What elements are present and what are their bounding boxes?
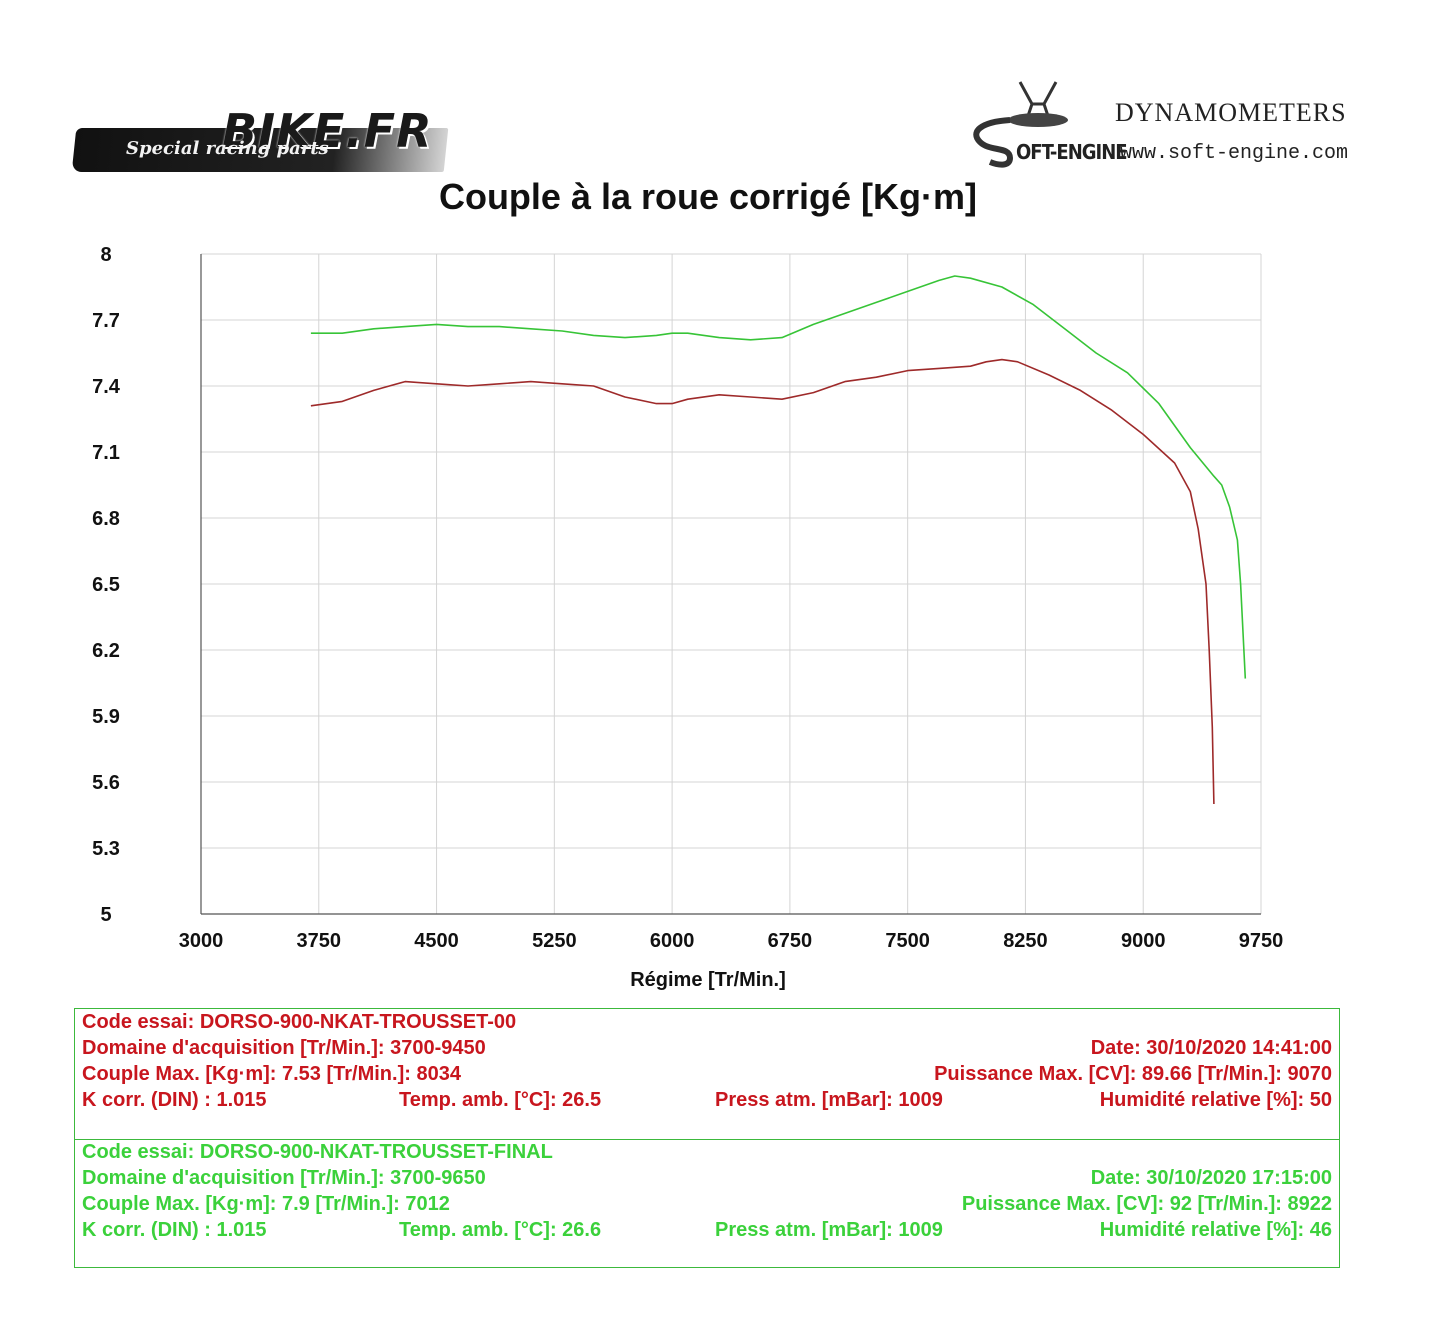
run-domain: Domaine d'acquisition [Tr/Min.]: 3700-94…	[82, 1037, 486, 1059]
x-tick-label: 4500	[414, 930, 459, 952]
y-tick-label: 7.7	[92, 310, 120, 332]
x-tick-label: 3750	[297, 930, 342, 952]
y-tick-label: 5.6	[92, 772, 120, 794]
bikefr-brand: BIKE.FR	[222, 104, 433, 158]
run-puissance-max: Puissance Max. [CV]: 89.66 [Tr/Min.]: 90…	[934, 1063, 1332, 1085]
run-kcorr: K corr. (DIN) : 1.015	[82, 1219, 267, 1241]
x-tick-label: 5250	[532, 930, 577, 952]
y-tick-label: 5.9	[92, 706, 120, 728]
dynamometers-label: DYNAMOMETERS	[1115, 98, 1347, 127]
y-tick-label: 6.8	[92, 508, 120, 530]
x-axis-label: Régime [Tr/Min.]	[630, 969, 786, 991]
run-press: Press atm. [mBar]: 1009	[715, 1089, 943, 1111]
torque-chart: 8 7.7 7.4 7.1 6.8 6.5 6.2 5.9 5.6 5.3 5 3000 3750 45…	[92, 244, 1284, 991]
run-couple-max: Couple Max. [Kg·m]: 7.9 [Tr/Min.]: 7012	[82, 1193, 450, 1215]
x-tick-label: 8250	[1003, 930, 1048, 952]
run-info-block: Code essai: DORSO-900-NKAT-TROUSSET-FINA…	[75, 1139, 1339, 1269]
y-tick-label: 7.1	[92, 442, 120, 464]
y-tick-labels: 8 7.7 7.4 7.1 6.8 6.5 6.2 5.9 5.6 5.3 5	[92, 244, 121, 926]
run-code: Code essai: DORSO-900-NKAT-TROUSSET-00	[82, 1011, 517, 1033]
test-info-box: Code essai: DORSO-900-NKAT-TROUSSET-00 D…	[74, 1008, 1340, 1268]
run-puissance-max: Puissance Max. [CV]: 92 [Tr/Min.]: 8922	[961, 1193, 1332, 1215]
chart-title: Couple à la roue corrigé [Kg·m]	[438, 176, 978, 217]
x-tick-label: 6000	[650, 930, 695, 952]
bikefr-tagline: Special racing parts	[126, 138, 329, 159]
x-tick-label: 7500	[885, 930, 930, 952]
run-date: Date: 30/10/2020 14:41:00	[1090, 1037, 1332, 1059]
chart-grid	[200, 253, 1262, 915]
run-kcorr: K corr. (DIN) : 1.015	[82, 1089, 267, 1111]
x-tick-label: 3000	[179, 930, 224, 952]
soft-engine-logo: DYNAMOMETERS OFT-ENGINE www.soft-engine.…	[970, 62, 1370, 172]
run-humidity: Humidité relative [%]: 50	[1099, 1089, 1332, 1111]
x-tick-labels: 3000 3750 4500 5250 6000 6750 7500 8250 9000 9750	[179, 930, 1284, 952]
soft-engine-label: OFT-ENGINE	[1016, 140, 1128, 164]
x-tick-label: 6750	[768, 930, 813, 952]
chart-series-layer	[310, 275, 1247, 805]
y-tick-label: 6.2	[92, 640, 120, 662]
series-line-1	[310, 358, 1215, 805]
run-temp: Temp. amb. [°C]: 26.5	[399, 1089, 602, 1111]
y-tick-label: 5	[100, 904, 111, 926]
bikefr-logo: BIKE.FR Special racing parts	[71, 104, 454, 174]
run-couple-max: Couple Max. [Kg·m]: 7.53 [Tr/Min.]: 8034	[82, 1063, 461, 1085]
x-tick-label: 9000	[1121, 930, 1166, 952]
run-temp: Temp. amb. [°C]: 26.6	[399, 1219, 602, 1241]
run-press: Press atm. [mBar]: 1009	[715, 1219, 943, 1241]
x-tick-label: 9750	[1239, 930, 1284, 952]
run-date: Date: 30/10/2020 17:15:00	[1090, 1167, 1332, 1189]
y-tick-label: 8	[100, 244, 111, 266]
soft-engine-url: www.soft-engine.com	[1120, 142, 1349, 165]
soft-engine-emblem-icon	[973, 81, 1068, 168]
run-domain: Domaine d'acquisition [Tr/Min.]: 3700-96…	[82, 1167, 486, 1189]
y-tick-label: 7.4	[92, 376, 121, 398]
y-tick-label: 6.5	[92, 574, 120, 596]
series-line-2	[310, 275, 1247, 679]
run-code: Code essai: DORSO-900-NKAT-TROUSSET-FINA…	[82, 1141, 553, 1163]
run-humidity: Humidité relative [%]: 46	[1099, 1219, 1332, 1241]
y-tick-label: 5.3	[92, 838, 120, 860]
run-info-block: Code essai: DORSO-900-NKAT-TROUSSET-00 D…	[75, 1009, 1339, 1140]
